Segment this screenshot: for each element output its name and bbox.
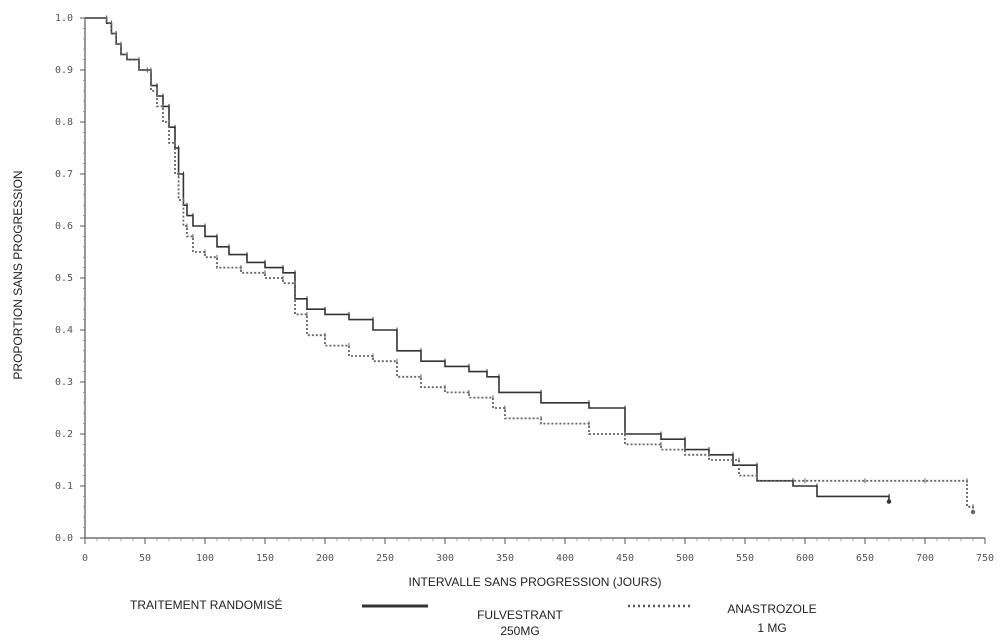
x-tick-label: 350 [496,553,514,564]
legend-label-anastrozole-line2: 1 MG [757,621,786,635]
x-tick-label: 450 [616,553,634,564]
x-tick-label: 700 [916,553,934,564]
x-tick-label: 200 [316,553,334,564]
x-tick-label: 300 [436,553,454,564]
y-tick-label: 0.1 [55,481,73,492]
y-tick-label: 0.0 [55,533,73,544]
x-tick-label: 650 [856,553,874,564]
x-tick-label: 0 [82,553,88,564]
y-tick-label: 0.8 [55,117,73,128]
x-tick-label: 600 [796,553,814,564]
y-tick-label: 0.9 [55,65,73,76]
legend-title: TRAITEMENT RANDOMISÉ [130,597,282,612]
x-tick-label: 750 [976,553,994,564]
legend-label-fulvestrant-line2: 250MG [500,624,539,638]
survival-curves [85,15,976,515]
y-tick-label: 0.2 [55,429,73,440]
y-axis-label: PROPORTION SANS PROGRESSION [11,170,25,379]
y-tick-label: 0.5 [55,273,73,284]
x-axis-label: INTERVALLE SANS PROGRESSION (JOURS) [409,575,662,589]
y-tick-group: 0.0 0.1 0.2 0.3 0.4 0.5 0.6 0.7 0.8 0.9 1.0 [55,13,85,544]
x-tick-label: 150 [256,553,274,564]
x-tick-label: 50 [139,553,151,564]
y-tick-label: 1.0 [55,13,73,24]
y-tick-label: 0.6 [55,221,73,232]
x-tick-label: 500 [676,553,694,564]
y-tick-label: 0.3 [55,377,73,388]
x-tick-label: 550 [736,553,754,564]
anastrozole-curve [85,17,974,512]
y-tick-label: 0.4 [55,325,73,336]
legend: TRAITEMENT RANDOMISÉ FULVESTRANT 250MG A… [130,597,817,638]
legend-label-fulvestrant-line1: FULVESTRANT [477,608,563,622]
plot-area: 0.0 0.1 0.2 0.3 0.4 0.5 0.6 0.7 0.8 0.9 1.0 0 50 100… [55,13,994,564]
x-tick-label: 100 [196,553,214,564]
y-tick-label: 0.7 [55,169,73,180]
x-tick-label: 250 [376,553,394,564]
fulvestrant-curve [85,17,890,502]
curve-end-point [970,509,976,515]
x-tick-group: 0 50 100 150 200 250 300 350 400 450 500 550 600 650 7… [82,538,994,564]
curve-end-point [886,499,892,504]
legend-label-anastrozole-line1: ANASTROZOLE [727,602,816,616]
x-tick-label: 400 [556,553,574,564]
